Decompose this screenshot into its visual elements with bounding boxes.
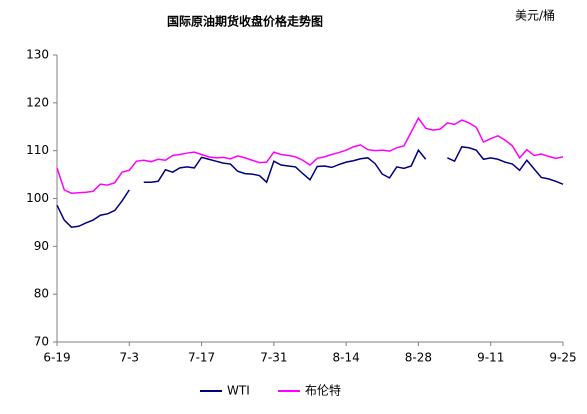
y-tick-label: 100 [26, 191, 49, 205]
y-tick-label: 120 [26, 95, 49, 109]
series-line [56, 189, 130, 228]
x-tick-label: 9-25 [549, 351, 576, 365]
chart-title: 国际原油期货收盘价格走势图 [167, 14, 323, 29]
series-line [56, 116, 564, 194]
series-line [143, 148, 427, 184]
x-tick-label: 7-31 [260, 351, 287, 365]
series-line [447, 146, 564, 185]
x-tick-label: 7-3 [119, 351, 139, 365]
x-tick-label: 9-11 [477, 351, 504, 365]
y-tick-label: 130 [26, 48, 49, 62]
y-tick-label: 80 [34, 287, 49, 301]
unit-label: 美元/桶 [515, 8, 555, 23]
x-tick-label: 8-28 [405, 351, 432, 365]
y-tick-label: 70 [34, 335, 49, 349]
legend-label: WTI [227, 384, 250, 398]
x-tick-label: 7-17 [188, 351, 215, 365]
x-tick-label: 8-14 [333, 351, 360, 365]
y-tick-label: 110 [26, 143, 49, 157]
x-tick-label: 6-19 [43, 351, 70, 365]
legend-label: 布伦特 [305, 383, 341, 398]
y-tick-label: 90 [34, 239, 49, 253]
